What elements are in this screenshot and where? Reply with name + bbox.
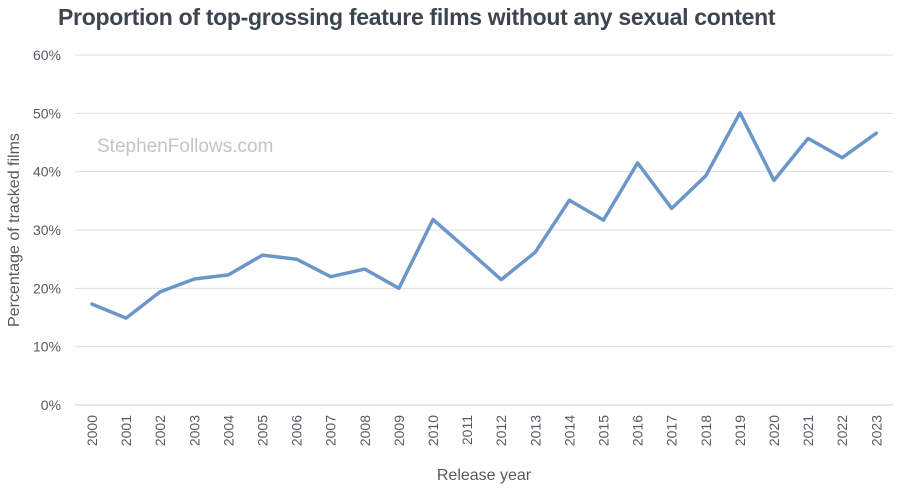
x-tick-label: 2011 — [459, 415, 475, 445]
watermark: StephenFollows.com — [97, 136, 273, 157]
gridlines — [75, 54, 893, 406]
y-tick-label: 20% — [33, 280, 61, 296]
x-tick-label: 2009 — [391, 415, 407, 446]
x-tick-label: 2022 — [834, 415, 850, 446]
x-tick-label: 2004 — [220, 415, 236, 446]
x-tick-label: 2000 — [84, 415, 100, 446]
y-tick-label: 60% — [33, 47, 61, 63]
x-tick-label: 2005 — [255, 415, 271, 446]
x-tick-label: 2021 — [800, 415, 816, 446]
y-tick-label: 0% — [41, 397, 61, 413]
y-tick-label: 40% — [33, 164, 61, 180]
x-tick-label: 2014 — [561, 415, 577, 446]
x-tick-label: 2017 — [664, 415, 680, 446]
y-tick-label: 30% — [33, 222, 61, 238]
y-tick-label: 10% — [33, 339, 61, 355]
x-tick-label: 2002 — [152, 415, 168, 446]
x-tick-label: 2001 — [118, 415, 134, 446]
y-axis-ticks: 0% 10% 20% 30% 40% 50% 60% — [33, 47, 61, 413]
x-tick-label: 2020 — [766, 415, 782, 446]
x-tick-label: 2012 — [493, 415, 509, 446]
x-tick-label: 2019 — [732, 415, 748, 446]
x-tick-label: 2010 — [425, 415, 441, 446]
x-tick-label: 2015 — [596, 415, 612, 446]
x-tick-label: 2008 — [357, 415, 373, 446]
x-tick-label: 2013 — [527, 415, 543, 446]
chart-title: Proportion of top-grossing feature films… — [58, 4, 776, 30]
x-tick-label: 2006 — [289, 415, 305, 446]
x-tick-label: 2016 — [630, 415, 646, 446]
x-tick-label: 2007 — [323, 415, 339, 446]
y-axis-label: Percentage of tracked films — [6, 133, 23, 327]
x-axis-label: Release year — [437, 467, 532, 484]
data-line — [90, 111, 879, 320]
x-tick-label: 2018 — [698, 415, 714, 446]
x-tick-label: 2003 — [186, 415, 202, 446]
x-tick-label: 2023 — [868, 415, 884, 446]
y-tick-label: 50% — [33, 105, 61, 121]
x-axis-ticks: 2000 2001 2002 2003 2004 2005 2006 2007 2008 2009… — [84, 415, 884, 446]
